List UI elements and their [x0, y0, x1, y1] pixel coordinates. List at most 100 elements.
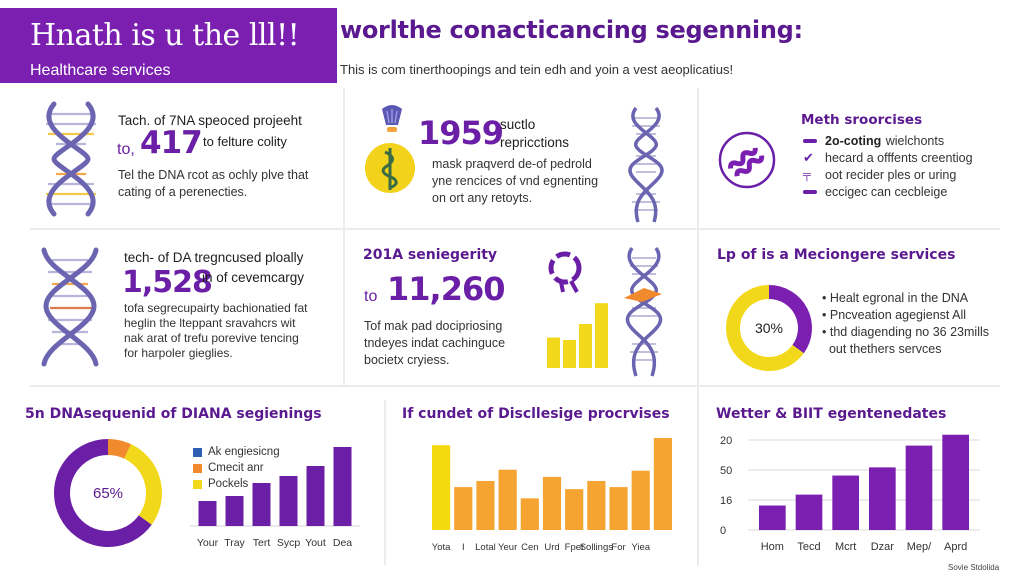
x-tick-label: Mcrt: [835, 541, 856, 553]
x-tick-label: Sycp: [277, 537, 301, 549]
chart-title: 5n DNAsequenid of DIANA segienings: [25, 406, 322, 422]
legend-item: Cmecit anr: [193, 460, 280, 476]
x-tick-label: Sollings: [580, 542, 614, 553]
donut-slice: [107, 439, 131, 459]
divider: [697, 88, 699, 386]
lotus-icon: [382, 105, 402, 132]
bar: [609, 487, 628, 530]
x-tick-label: Your: [197, 537, 219, 549]
legend-swatch: [193, 447, 202, 457]
source-note: Sovie Stdolida: [948, 563, 1000, 572]
donut-slice: [123, 444, 162, 525]
y-tick-label: 16: [720, 495, 732, 507]
bar-chart-icon: [547, 303, 608, 368]
dna-helix-icon: [628, 106, 664, 223]
mini-bar: [547, 337, 560, 368]
bar: [587, 480, 606, 530]
x-tick-label: Cen: [521, 542, 538, 553]
stat-label: suctlo repricctions: [500, 117, 570, 150]
page-tagline: This is com tinerthoopings and tein edh …: [340, 62, 734, 77]
x-tick-label: Lotal: [475, 542, 496, 553]
list-item: eccigec can cecbleige: [803, 183, 973, 200]
bar: [306, 466, 325, 526]
magnifier-icon: [548, 251, 582, 293]
x-tick-label: Yout: [305, 537, 326, 549]
bar: [432, 445, 451, 530]
x-tick-label: Yiea: [631, 542, 650, 553]
stat-prefix: to,: [117, 141, 135, 158]
y-tick-label: 50: [720, 465, 732, 477]
stat-suffix: to felture colity: [203, 134, 287, 149]
bar: [454, 487, 473, 530]
donut-chart: 65%: [54, 439, 162, 547]
x-tick-label: Hom: [761, 541, 784, 553]
list-item: ✔ hecard a offfents creentiog: [803, 149, 973, 165]
x-tick-label: Yota: [432, 542, 451, 553]
stat-number: 1,528: [122, 265, 213, 300]
list-item: ╤ oot recider ples or uring: [803, 167, 957, 182]
syringe-icon: ╤: [803, 168, 811, 181]
dna-helix-icon: [41, 247, 99, 367]
bullet-list: • Healt egronal in the DNA • Pncveation …: [822, 290, 989, 358]
x-tick-label: Tert: [253, 537, 271, 549]
services-list: 2o-coting wielchonts ✔ hecard a offfents…: [803, 132, 973, 200]
donut-center-label: 65%: [93, 485, 123, 502]
legend-swatch: [193, 479, 202, 489]
hero-banner: Hnath is u the lll!! Healthcare services: [0, 8, 337, 83]
card-body: mask praqverd de-of pedrold yne rencices…: [432, 157, 599, 205]
hero-title: Hnath is u the lll!!: [30, 18, 300, 53]
legend-swatch: [193, 463, 202, 473]
x-tick-label: Dzar: [871, 541, 895, 553]
bar: [520, 498, 539, 530]
dna-helix-icon: [624, 246, 663, 377]
legend-item: Pockels: [193, 476, 280, 492]
bar: [333, 447, 352, 526]
y-tick-label: 0: [720, 525, 726, 537]
bar: [653, 438, 672, 530]
page-headline: worlthe conacticancing segenning:: [340, 16, 803, 44]
bar-chart: 0 16 50 20 Hom Tecd Mcrt Dzar Mep/Aprd: [720, 434, 980, 553]
section-title: Lp of is a Meciongere services: [717, 247, 956, 263]
stat-number: 11,260: [387, 270, 505, 308]
x-tick-label: Yeur: [498, 542, 517, 553]
bar: [832, 475, 859, 530]
x-tick-label: For: [611, 542, 625, 553]
bar: [198, 501, 217, 526]
donut-slice: [54, 439, 152, 547]
bar: [565, 489, 584, 530]
bar: [476, 480, 495, 530]
donut-center-label: 30%: [755, 320, 783, 336]
card-body: Tof mak pad docipriosing tndeyes indat c…: [364, 319, 506, 367]
bar: [795, 494, 823, 530]
donut-slice: [768, 285, 812, 354]
caduceus-icon: [365, 143, 415, 193]
bar: [542, 476, 562, 530]
pill-icon: [803, 138, 817, 143]
mini-bar: [595, 303, 608, 368]
x-tick-label: Dea: [333, 537, 352, 549]
list-item: • Healt egronal in the DNA: [822, 291, 969, 305]
chart-title: If cundet of Discllesige procrvises: [402, 406, 670, 422]
check-icon: ✔: [803, 149, 814, 165]
dna-strand-circle-icon: [718, 131, 776, 189]
mini-bar: [579, 324, 592, 368]
bar: [631, 470, 650, 530]
divider: [697, 386, 699, 566]
list-item: out thethers servces: [828, 342, 942, 356]
list-item: 2o-coting wielchonts: [803, 132, 973, 149]
hero-subtitle: Healthcare services: [30, 62, 171, 79]
card-heading: Tach. of 7NA speoced projeeht: [118, 113, 302, 128]
bar: [905, 445, 933, 530]
x-tick-label: Tecd: [797, 541, 820, 553]
x-tick-label: Fpet: [565, 542, 584, 553]
bar: [869, 467, 896, 530]
legend-item: Ak engiesicng: [193, 444, 280, 460]
divider: [30, 385, 1000, 387]
list-item: • thd diagending no 36 23mills: [822, 325, 990, 339]
mini-bar: [563, 340, 576, 368]
donut-slice: [726, 285, 804, 371]
bar: [279, 476, 298, 526]
pill-icon: [803, 189, 817, 194]
chart-title: Wetter & BIIT egentenedates: [716, 406, 947, 422]
x-tick-label: Urd: [544, 542, 559, 553]
